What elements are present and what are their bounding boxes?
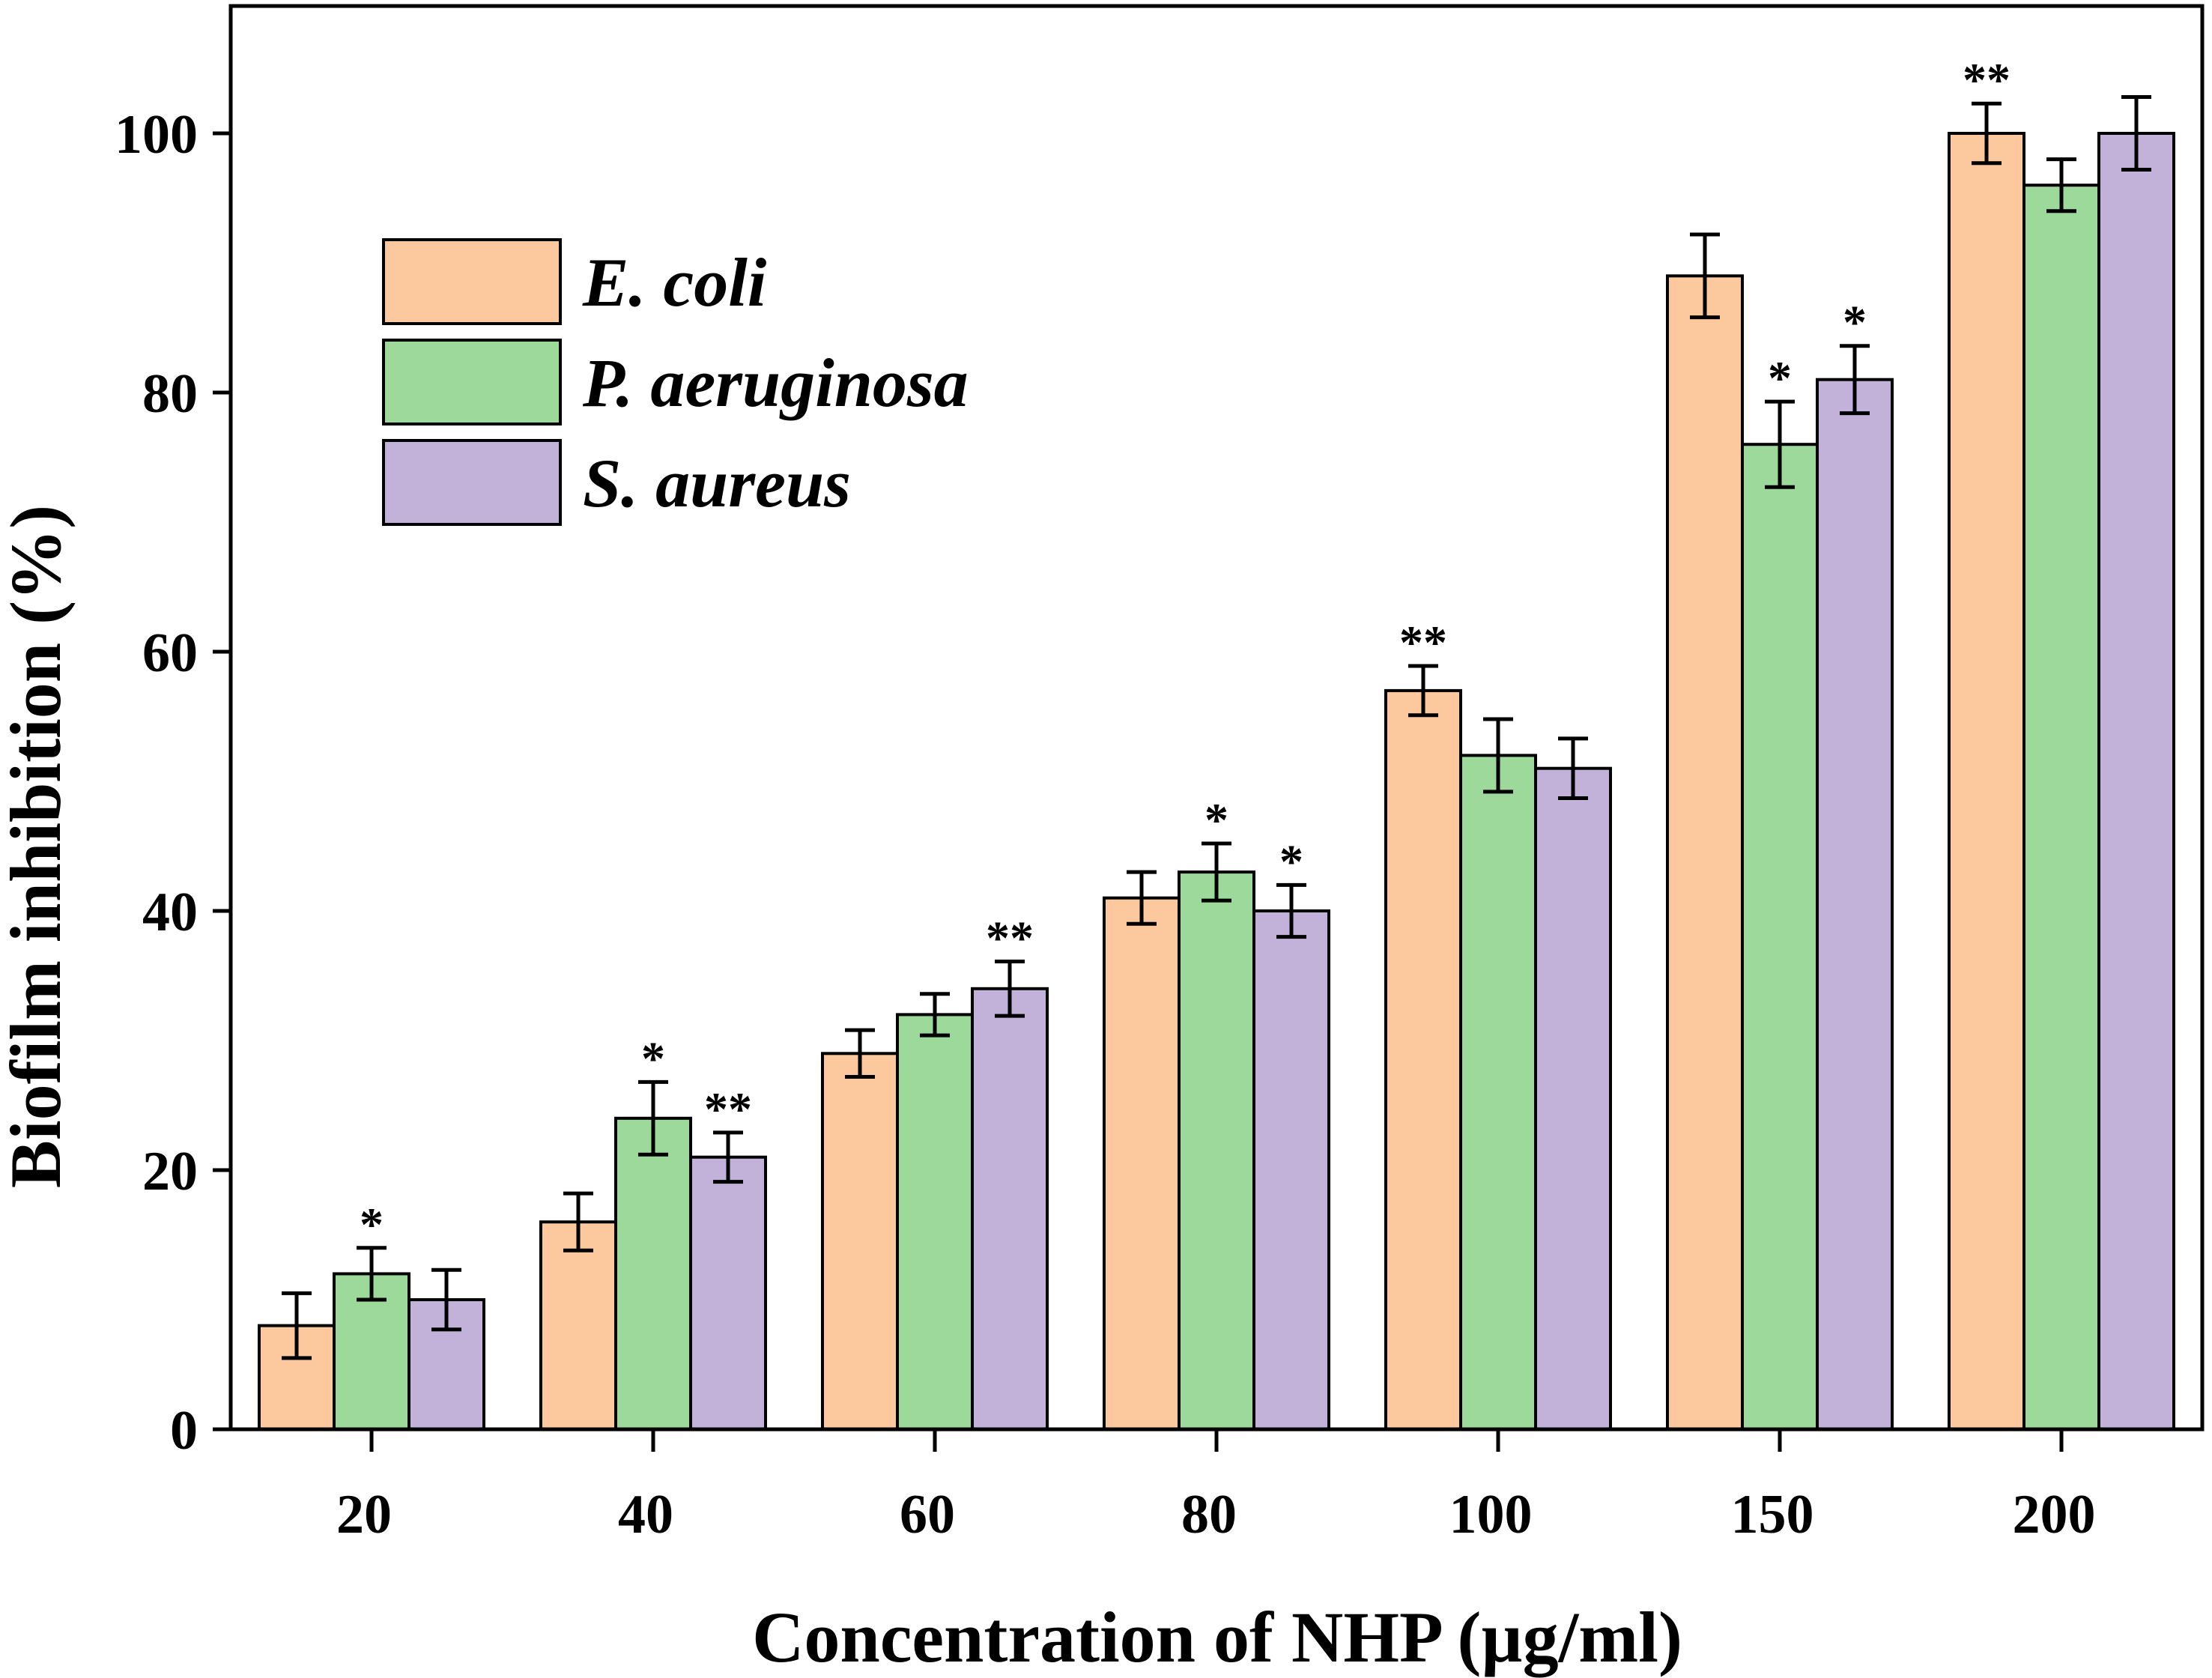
legend-label-2: P. aeruginosa <box>582 345 969 421</box>
x-tick-label: 20 <box>336 1484 392 1545</box>
legend-label-3: S. aureus <box>583 445 851 521</box>
axes-layer: 0 20 40 60 80 100 20 40 60 80 100 150 200 <box>115 4 2205 1545</box>
significance-label: * <box>1205 793 1228 846</box>
bar-3-40 <box>689 1155 767 1431</box>
bar-2-40 <box>614 1116 692 1432</box>
bar-3-100 <box>1534 766 1612 1431</box>
x-tick-label: 80 <box>1181 1484 1237 1545</box>
legend: E. coli P. aeruginosa S. aureus <box>382 238 969 526</box>
bar-3-200 <box>2097 132 2175 1431</box>
bar-1-200 <box>1948 132 2025 1431</box>
y-tick-label: 80 <box>142 363 198 425</box>
bar-1-100 <box>1384 688 1462 1431</box>
legend-label-1: E. coli <box>582 244 767 321</box>
significance-label: ** <box>986 911 1034 964</box>
bar-3-80 <box>1252 909 1330 1431</box>
significance-label: * <box>641 1032 665 1085</box>
bar-2-60 <box>896 1013 974 1431</box>
bar-1-60 <box>821 1052 899 1432</box>
x-tick-label: 40 <box>618 1484 673 1545</box>
significance-label: ** <box>1399 616 1447 669</box>
legend-swatch-2 <box>382 339 562 425</box>
legend-swatch-3 <box>382 439 562 526</box>
bar-2-150 <box>1741 443 1819 1432</box>
significance-label: * <box>1768 351 1792 405</box>
x-tick-label: 100 <box>1449 1484 1533 1545</box>
bar-1-150 <box>1666 274 1744 1431</box>
y-tick-label: 0 <box>170 1400 198 1462</box>
x-axis-title: Concentration of NHP (µg/ml) <box>752 1597 1682 1677</box>
y-tick-label: 60 <box>142 623 198 684</box>
bar-1-80 <box>1103 896 1181 1431</box>
significance-label: * <box>360 1198 384 1251</box>
bars-layer <box>258 132 2175 1432</box>
x-tick-label: 60 <box>900 1484 955 1545</box>
bar-1-40 <box>539 1220 617 1431</box>
bar-2-80 <box>1178 870 1255 1431</box>
significance-label: ** <box>704 1082 752 1136</box>
bar-2-200 <box>2022 184 2100 1432</box>
bar-3-60 <box>971 987 1049 1432</box>
y-tick-label: 100 <box>115 104 198 166</box>
y-tick-label: 20 <box>142 1141 198 1202</box>
significance-label: * <box>1843 296 1867 349</box>
x-tick-label: 150 <box>1731 1484 1814 1545</box>
legend-swatch-1 <box>382 238 562 325</box>
bar-2-100 <box>1459 754 1537 1431</box>
significance-layer: ************** <box>360 53 2011 1251</box>
bar-3-150 <box>1816 378 1894 1432</box>
y-axis-title: Biofilm inhibition (%) <box>0 505 76 1188</box>
error-bars-layer <box>282 95 2151 1360</box>
significance-label: ** <box>1963 53 2011 106</box>
significance-label: * <box>1279 835 1303 888</box>
y-tick-label: 40 <box>142 882 198 943</box>
x-tick-label: 200 <box>2013 1484 2096 1545</box>
